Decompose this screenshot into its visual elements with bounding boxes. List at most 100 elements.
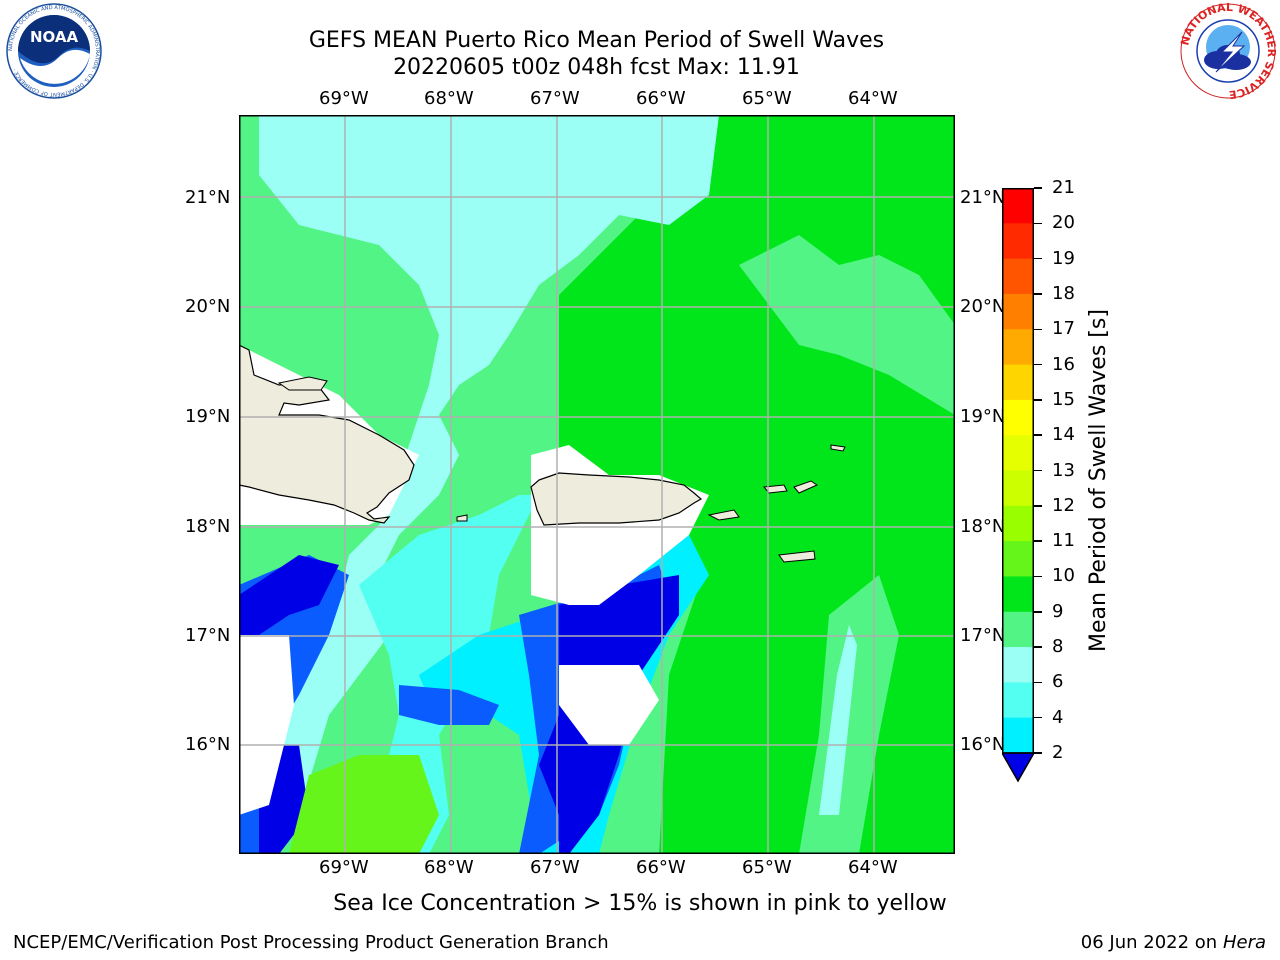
footer-host: Hera [1222,932,1266,953]
colorbar-tick [1034,222,1042,225]
lat-label-left-20n: 20°N [185,296,231,317]
colorbar-tick-label: 16 [1052,353,1075,375]
lon-label-bottom-65w: 65°W [742,857,792,878]
colorbar-tick [1034,257,1042,260]
footer-date: 06 Jun 2022 on [1080,932,1218,953]
map-frame [239,115,955,854]
lon-label-top-67w: 67°W [530,88,580,109]
virgin-islands-tortola [793,480,819,494]
colorbar-segment [1002,399,1034,436]
colorbar-tick-label: 19 [1052,247,1075,269]
colorbar-segment [1002,258,1034,295]
data-mask-southwest [239,635,294,815]
colorbar-tick-label: 18 [1052,282,1075,304]
colorbar-segment [1002,611,1034,648]
colorbar-tick-label: 21 [1052,177,1075,198]
colorbar-tick-label: 4 [1052,706,1064,728]
swell-field-9-10-east [739,235,955,415]
lon-label-top-64w: 64°W [848,88,898,109]
colorbar-segment [1002,329,1034,366]
noaa-logo-icon: NOAA NATIONAL OCEANIC AND ATMOSPHERIC AD… [2,2,106,100]
lat-label-right-16n: 16°N [960,734,1006,755]
map-panel [238,115,955,854]
mona-island [456,514,468,522]
tortuga-island [277,376,328,391]
colorbar-tick [1034,293,1042,295]
lon-label-top-68w: 68°W [424,88,474,109]
lon-label-top-65w: 65°W [742,88,792,109]
colorbar-segment [1002,435,1034,471]
swell-field-8-9-central [239,115,719,854]
lon-label-top-69w: 69°W [319,88,369,109]
footer-right: 06 Jun 2022 on Hera [1081,932,1266,954]
anegada-island [830,444,846,452]
colorbar-tick [1034,469,1042,472]
colorbar-segment [1002,717,1034,754]
colorbar-segment [1002,293,1034,330]
map-gridlines [239,115,955,854]
lon-label-bottom-64w: 64°W [848,857,898,878]
colorbar-extend-triangle [1000,752,1036,783]
colorbar-tick-label: 11 [1052,530,1075,552]
colorbar-tick-label: 14 [1052,424,1075,446]
lat-label-right-21n: 21°N [960,187,1006,208]
colorbar-tick [1034,328,1042,330]
lat-label-left-17n: 17°N [185,625,231,646]
data-mask-south [559,665,659,745]
colorbar-tick-label: 20 [1052,212,1075,234]
map-title-line1: GEFS MEAN Puerto Rico Mean Period of Swe… [308,28,885,53]
lat-label-right-19n: 19°N [960,406,1006,427]
colorbar-tick-label: 13 [1052,459,1075,481]
colorbar-segment [1002,647,1034,683]
colorbar-tick [1034,363,1042,366]
noaa-logo-text: NOAA [30,28,79,46]
lat-label-left-18n: 18°N [185,516,231,537]
colorbar-tick [1034,752,1042,754]
lon-label-bottom-67w: 67°W [530,857,580,878]
st-croix-island [778,550,816,563]
colorbar-segment [1002,223,1034,260]
colorbar-title: Mean Period of Swell Waves [s] [1086,309,1111,652]
colorbar-segment [1002,505,1034,542]
colorbar-tick [1034,399,1042,401]
lat-label-left-19n: 19°N [185,406,231,427]
lat-label-left-21n: 21°N [185,187,231,208]
lon-label-bottom-68w: 68°W [424,857,474,878]
colorbar-tick [1034,575,1042,578]
colorbar-tick-label: 12 [1052,494,1075,516]
swell-field-2-4-west-central [399,685,499,725]
colorbar-segment [1002,364,1034,401]
lon-label-bottom-66w: 66°W [636,857,686,878]
colorbar-tick [1034,434,1042,436]
colorbar-tick-label: 10 [1052,565,1075,587]
colorbar-tick [1034,646,1042,648]
lon-label-top-66w: 66°W [636,88,686,109]
colorbar-tick [1034,187,1042,189]
colorbar-segment [1002,188,1034,224]
colorbar-tick-label: 15 [1052,388,1075,410]
lat-label-right-20n: 20°N [960,296,1006,317]
puerto-rico-land [530,472,703,526]
lon-label-bottom-69w: 69°W [319,857,369,878]
colorbar-tick [1034,505,1042,507]
colorbar-tick-label: 8 [1052,636,1064,658]
colorbar-segment [1002,470,1034,507]
colorbar-tick [1034,611,1042,613]
colorbar-tick [1034,716,1042,719]
sea-ice-caption: Sea Ice Concentration > 15% is shown in … [333,891,947,916]
colorbar-tick [1034,540,1042,542]
lat-label-right-17n: 17°N [960,625,1006,646]
vieques-island [707,509,740,521]
colorbar-tick [1034,681,1042,684]
lat-label-right-18n: 18°N [960,516,1006,537]
colorbar-tick-label: 6 [1052,671,1064,693]
nws-logo-icon: NATIONAL WEATHER SERVICE [1178,1,1278,101]
swell-field-11-12 [289,755,439,854]
colorbar-tick-label: 17 [1052,318,1075,340]
swell-field-below-2-northwest [239,555,339,635]
swell-field-8-9-southeast [819,625,857,815]
map-title-line2: 20220605 t00z 048h fcst Max: 11.91 [393,55,800,80]
lat-label-left-16n: 16°N [185,734,231,755]
colorbar-tick-label: 2 [1052,742,1064,763]
colorbar [1000,188,1036,784]
